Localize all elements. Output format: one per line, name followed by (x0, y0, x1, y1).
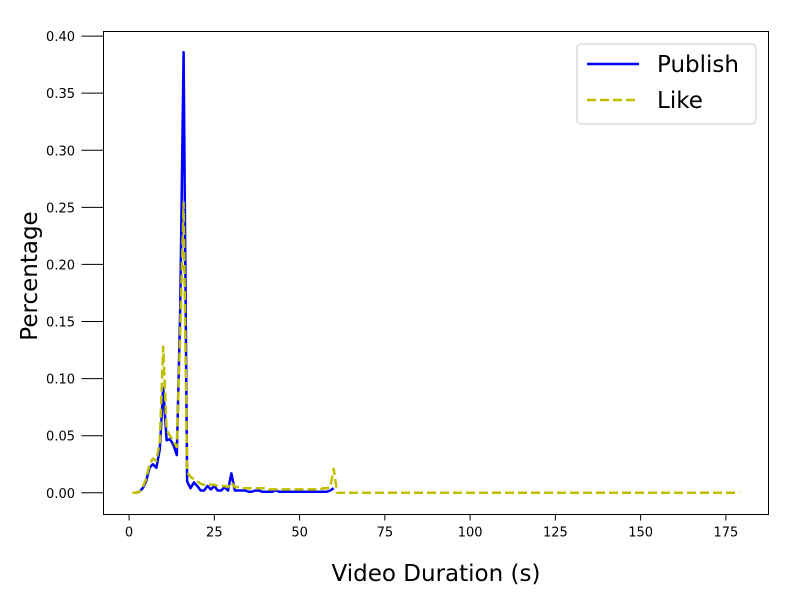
y-tick-label: 0.30 (46, 144, 75, 159)
series-line-like (132, 201, 740, 495)
x-tick-label: 25 (206, 526, 223, 541)
legend-label-like: Like (657, 88, 703, 114)
plot-area (132, 50, 740, 495)
x-tick-label: 75 (377, 526, 394, 541)
axes-frame (103, 31, 769, 515)
y-tick-label: 0.40 (46, 30, 75, 45)
x-tick-label: 150 (628, 526, 653, 541)
x-axis: 0 25 50 75 100 125 150 175 (125, 514, 738, 541)
y-tick-label: 0.35 (46, 87, 75, 102)
y-axis-label: Percentage (17, 211, 43, 340)
y-tick-label: 0.15 (46, 316, 75, 331)
y-tick-label: 0.10 (46, 373, 75, 388)
y-tick-label: 0.25 (46, 201, 75, 216)
y-tick-label: 0.00 (46, 487, 75, 502)
y-axis: 0.00 0.05 0.10 0.15 0.20 0.25 0.30 0.35 0.40 (46, 30, 104, 502)
x-tick-label: 125 (543, 526, 568, 541)
y-tick-label: 0.05 (46, 430, 75, 445)
y-tick-label: 0.20 (46, 258, 75, 273)
legend-label-publish: Publish (657, 52, 739, 78)
legend: Publish Like (576, 43, 757, 125)
x-tick-label: 100 (458, 526, 483, 541)
x-tick-label: 50 (291, 526, 308, 541)
x-axis-label: Video Duration (s) (332, 561, 541, 587)
x-tick-label: 0 (125, 526, 133, 541)
series-line-publish (132, 50, 335, 495)
x-tick-label: 175 (713, 526, 738, 541)
